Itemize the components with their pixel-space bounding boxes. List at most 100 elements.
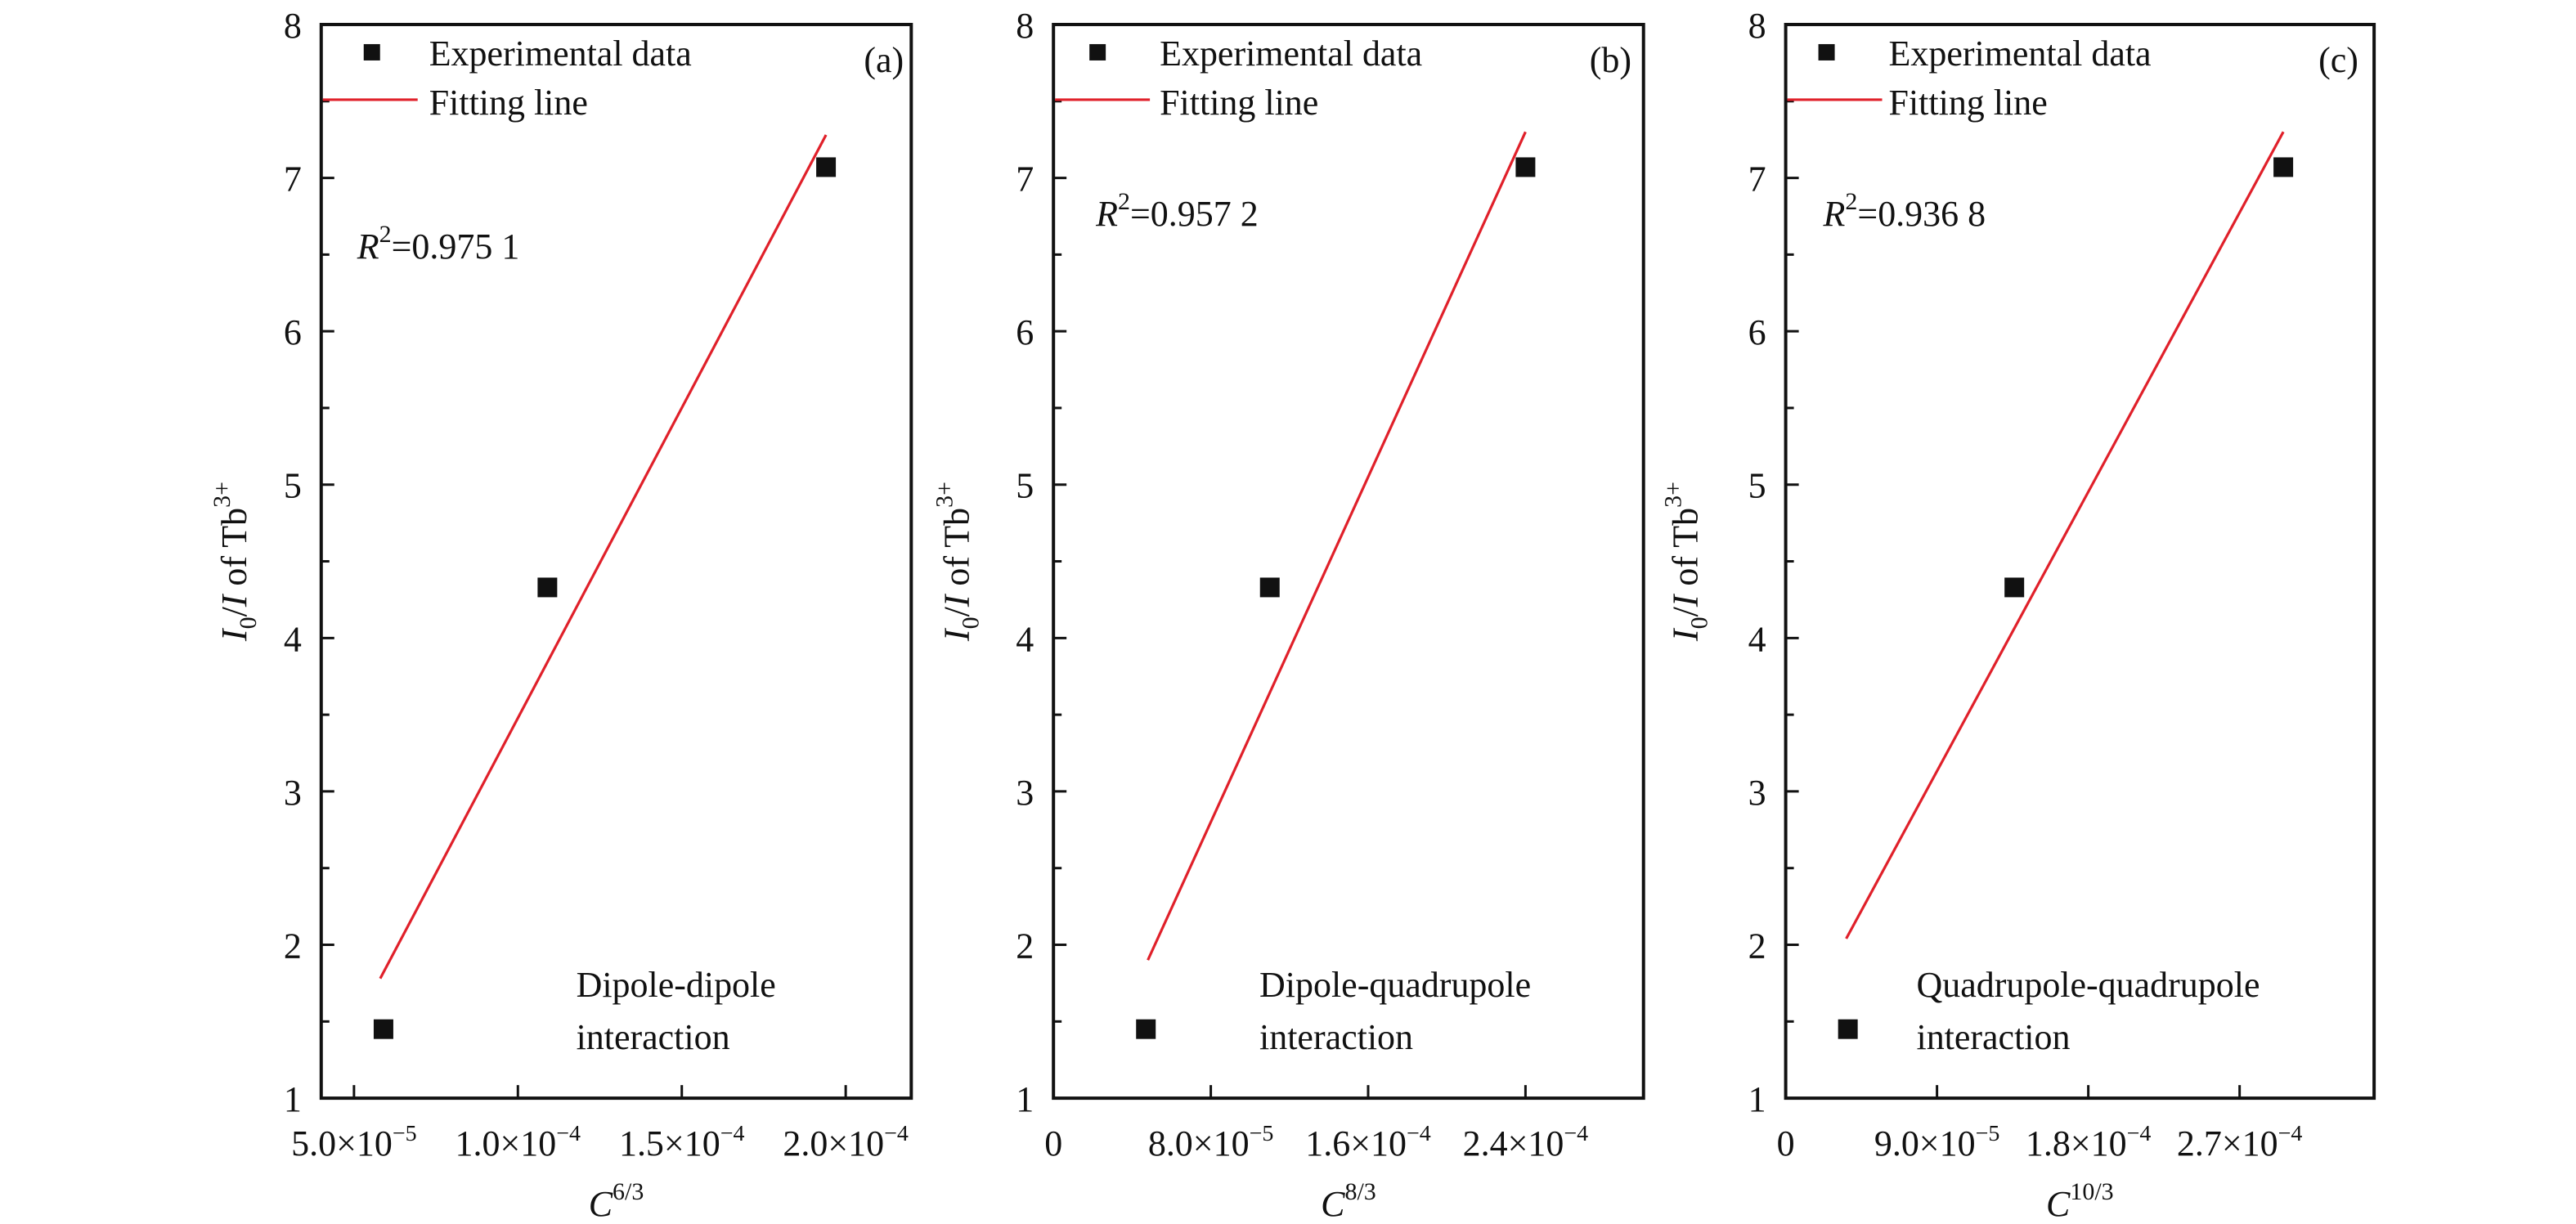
x-tick-label: 2.7×10−4 (2177, 1121, 2303, 1163)
y-label-i: I (1666, 593, 1706, 608)
x-tick-label: 1.5×10−4 (619, 1121, 745, 1163)
legend-label-fitting: Fitting line (1889, 83, 2048, 123)
y-label-sup: 3+ (209, 482, 236, 508)
legend-marker-icon (1818, 43, 1835, 61)
x-tick-label: 8.0×10−5 (1148, 1121, 1274, 1163)
x-tick-label: 1.8×10−4 (2026, 1121, 2152, 1163)
panel-label: (a) (864, 40, 904, 80)
y-label-rest: of Tb (936, 508, 976, 595)
x-tick-mantissa: 1.6×10 (1305, 1123, 1407, 1163)
y-tick-label: 4 (1748, 619, 1766, 659)
y-tick-label: 7 (1748, 159, 1766, 200)
legend-marker-icon (363, 43, 380, 61)
x-tick-mantissa: 9.0×10 (1874, 1123, 1976, 1163)
r2-sup: 2 (1845, 188, 1857, 215)
y-label-sub: 0 (957, 616, 984, 629)
x-axis-label: C10/3 (2046, 1178, 2114, 1224)
r2-value: =0.936 8 (1857, 194, 1986, 234)
y-tick-label: 4 (284, 619, 302, 659)
plot-frame (319, 22, 913, 1101)
y-tick-label: 1 (1016, 1079, 1034, 1119)
x-tick-mantissa: 2.7×10 (2177, 1123, 2278, 1163)
y-tick-label: 7 (284, 159, 302, 200)
y-tick-label: 6 (1748, 312, 1766, 352)
y-label-i: I (936, 593, 976, 608)
y-tick-label: 8 (284, 6, 302, 46)
x-label-sup: 10/3 (2070, 1178, 2113, 1205)
y-tick-label: 2 (1748, 926, 1766, 966)
x-tick-exponent: −4 (720, 1121, 745, 1146)
data-point (373, 1019, 393, 1039)
x-axis-label: C8/3 (1321, 1178, 1376, 1224)
legend-label-experimental: Experimental data (1160, 34, 1422, 74)
r2-sup: 2 (379, 221, 392, 248)
x-tick-mantissa: 2.0×10 (783, 1123, 884, 1163)
data-point (537, 577, 558, 598)
y-label-i: I (214, 593, 254, 608)
r2-sup: 2 (1118, 188, 1130, 215)
y-label-slash: / (1666, 606, 1706, 616)
y-tick-label: 1 (1748, 1079, 1766, 1119)
x-label-sup: 6/3 (613, 1178, 644, 1205)
y-tick-label: 3 (1748, 773, 1766, 813)
interaction-annotation: interaction (577, 1017, 730, 1057)
y-axis-label: I0/I of Tb3+ (209, 482, 262, 642)
y-label-i0: I (936, 627, 976, 642)
y-tick-label: 1 (284, 1079, 302, 1119)
x-tick-label: 9.0×10−5 (1874, 1121, 2000, 1163)
x-tick-exponent: −4 (884, 1121, 909, 1146)
x-label-base: C (1321, 1184, 1345, 1224)
fitting-line (1845, 131, 2285, 939)
r2-value: =0.975 1 (392, 226, 520, 267)
r2-symbol: R (1823, 194, 1846, 234)
x-tick-exponent: −4 (2278, 1121, 2303, 1146)
interaction-annotation: interaction (1916, 1017, 2070, 1057)
legend-marker-icon (1089, 43, 1106, 61)
y-label-sup: 3+ (931, 482, 958, 508)
fitting-line (1147, 131, 1527, 961)
y-tick-label: 6 (284, 312, 302, 352)
interaction-annotation: interaction (1259, 1017, 1413, 1057)
interaction-annotation: Quadrupole-quadrupole (1916, 965, 2260, 1005)
x-tick-exponent: −4 (1564, 1121, 1588, 1146)
x-tick-mantissa: 0 (1044, 1123, 1062, 1163)
x-axis-label: C6/3 (589, 1178, 644, 1224)
legend-label-experimental: Experimental data (429, 34, 692, 74)
x-tick-mantissa: 1.5×10 (619, 1123, 720, 1163)
y-label-slash: / (214, 606, 254, 616)
y-label-slash: / (936, 606, 976, 616)
y-tick-label: 7 (1016, 159, 1034, 200)
r-squared-label: R2=0.936 8 (1823, 188, 1986, 234)
x-tick-exponent: −4 (1407, 1121, 1431, 1146)
y-label-sub: 0 (235, 616, 262, 629)
y-label-rest: of Tb (214, 508, 254, 595)
legend-label-experimental: Experimental data (1889, 34, 2152, 74)
x-tick-mantissa: 0 (1777, 1123, 1795, 1163)
plot-frame (1784, 22, 2376, 1101)
x-tick-exponent: −5 (1976, 1121, 2000, 1146)
x-tick-label: 2.0×10−4 (783, 1121, 909, 1163)
x-label-base: C (2046, 1184, 2071, 1224)
y-tick-label: 3 (1016, 773, 1034, 813)
legend-label-fitting: Fitting line (1160, 83, 1318, 123)
legend-label-fitting: Fitting line (429, 83, 588, 123)
r2-value: =0.957 2 (1130, 194, 1259, 234)
data-point (2004, 577, 2025, 598)
interaction-annotation: Dipole-quadrupole (1259, 965, 1531, 1005)
x-tick-mantissa: 2.4×10 (1463, 1123, 1564, 1163)
x-label-sup: 8/3 (1344, 1178, 1376, 1205)
r-squared-label: R2=0.975 1 (357, 221, 520, 267)
x-tick-label: 1.0×10−4 (456, 1121, 581, 1163)
y-tick-label: 8 (1016, 6, 1034, 46)
x-tick-label: 2.4×10−4 (1463, 1121, 1589, 1163)
data-point (1136, 1019, 1156, 1039)
r2-symbol: R (357, 226, 379, 267)
data-point (1838, 1019, 1858, 1039)
x-tick-exponent: −5 (393, 1121, 417, 1146)
data-point (1515, 157, 1536, 177)
y-tick-label: 6 (1016, 312, 1034, 352)
y-tick-label: 5 (284, 466, 302, 506)
x-tick-mantissa: 1.8×10 (2026, 1123, 2127, 1163)
